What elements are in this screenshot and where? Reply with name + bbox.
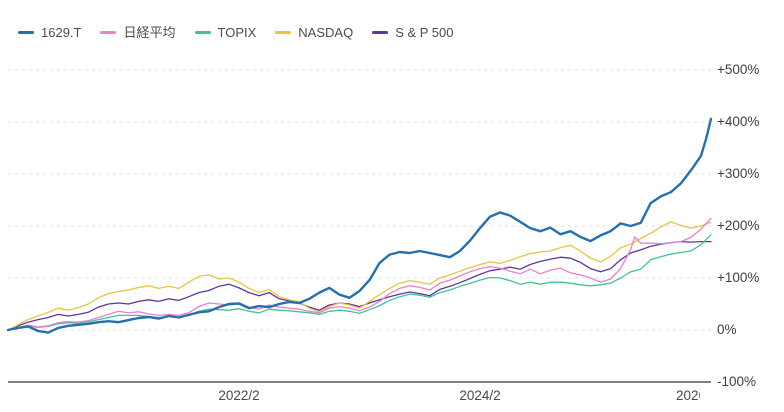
- y-axis-label: 0%: [717, 322, 737, 337]
- y-axis-label: -100%: [717, 374, 757, 389]
- series-line-3[interactable]: [7, 217, 712, 331]
- legend-label-sp500: S & P 500: [395, 25, 454, 40]
- series-line-1[interactable]: [7, 234, 712, 331]
- legend-label-1629t: 1629.T: [41, 25, 82, 40]
- chart-legend: 1629.T 日経平均 TOPIX NASDAQ S & P 500: [18, 24, 454, 41]
- legend-marker-sp500-icon: [372, 30, 389, 35]
- legend-marker-topix-icon: [194, 30, 211, 35]
- legend-label-topix: TOPIX: [217, 25, 257, 40]
- series-line-4[interactable]: [6, 117, 713, 334]
- legend-marker-1629t-icon: [18, 30, 34, 35]
- series-line-0[interactable]: [7, 240, 712, 331]
- x-axis-label-2024: 2024/2: [459, 388, 501, 403]
- legend-marker-nasdaq-icon: [275, 30, 292, 35]
- legend-label-nikkei: 日経平均: [123, 25, 176, 40]
- legend-item-nikkei[interactable]: 日経平均: [100, 24, 176, 41]
- legend-item-1629t[interactable]: 1629.T: [18, 24, 81, 41]
- legend-item-topix[interactable]: TOPIX: [194, 24, 257, 41]
- legend-label-nasdaq: NASDAQ: [298, 25, 354, 40]
- x-axis-label-2026: 2026: [676, 388, 700, 403]
- y-axis-label: +400%: [717, 114, 760, 129]
- x-axis-label-2022: 2022/2: [218, 388, 260, 403]
- y-axis-label: +100%: [717, 270, 760, 285]
- legend-item-nasdaq[interactable]: NASDAQ: [275, 24, 353, 41]
- y-axis-label: +200%: [717, 218, 760, 233]
- y-axis-label: +300%: [717, 166, 760, 181]
- legend-item-sp500[interactable]: S & P 500: [372, 24, 454, 41]
- series-line-2[interactable]: [7, 221, 712, 331]
- y-axis-label: +500%: [717, 62, 760, 77]
- legend-marker-nikkei-icon: [100, 30, 117, 35]
